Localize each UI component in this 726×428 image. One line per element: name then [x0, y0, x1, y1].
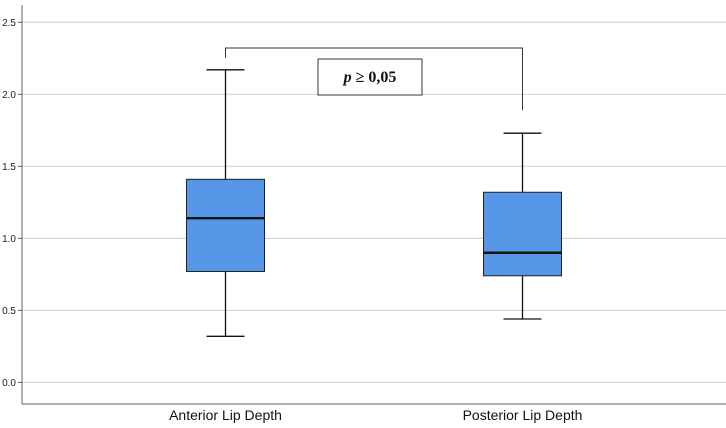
y-tick-label: 2.5 [2, 18, 16, 29]
boxes [186, 69, 562, 337]
p-value-box [317, 58, 423, 96]
iqr-box [186, 178, 265, 272]
y-tick-label: 2.0 [2, 90, 16, 101]
y-tick-labels: 0.0 0.5 1.0 1.5 2.0 2.5 [2, 18, 22, 389]
box-1 [483, 132, 562, 320]
y-tick-label: 0.5 [2, 306, 16, 317]
y-tick-label: 1.5 [2, 162, 16, 173]
y-tick-label: 1.0 [2, 234, 16, 245]
significance-annotation: p ≥ 0,05 [225, 47, 523, 111]
box-0 [186, 69, 265, 337]
axes [21, 5, 726, 405]
iqr-box [483, 191, 562, 277]
category-label: Posterior Lip Depth [463, 407, 583, 423]
significance-bracket [225, 47, 523, 111]
y-tick-label: 0.0 [2, 378, 16, 389]
category-label: Anterior Lip Depth [169, 407, 282, 423]
category-labels: Anterior Lip Depth Posterior Lip Depth [169, 407, 582, 423]
p-symbol: p [342, 69, 352, 86]
p-value-label: p ≥ 0,05 [342, 69, 397, 86]
p-threshold: ≥ 0,05 [352, 69, 397, 86]
